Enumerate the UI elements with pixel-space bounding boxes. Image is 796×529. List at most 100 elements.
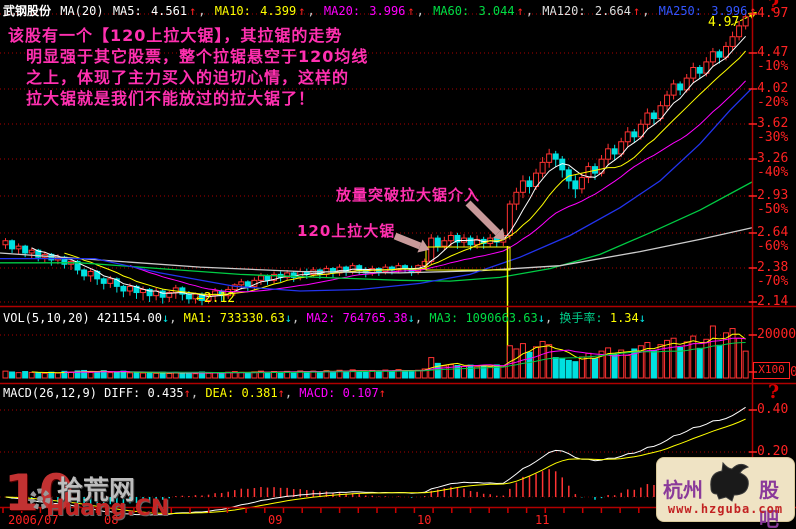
axis-label: 4.97 xyxy=(757,6,789,21)
up-arrow-icon: ↑ xyxy=(749,4,757,18)
axis-label: -30% xyxy=(757,130,789,145)
separator: , xyxy=(544,311,560,325)
ma-label: MA120: xyxy=(535,4,593,18)
axis-label: -60% xyxy=(757,239,789,254)
axis-label: 3.62 xyxy=(757,116,789,131)
down-arrow-icon: ↓ xyxy=(284,311,293,325)
vol-ma-value: 1090663.63 xyxy=(465,311,538,325)
axis-label: 20000 xyxy=(757,327,796,342)
up-arrow-icon: ↑ xyxy=(189,4,197,18)
macd-ma-label: DEA: xyxy=(205,386,242,400)
month-label: 09 xyxy=(268,513,283,527)
high-price-callout: 4.97 xyxy=(708,15,740,30)
ma-label: MA20: xyxy=(316,4,368,18)
vol-ma-value: 764765.38 xyxy=(342,311,408,325)
axis-label: 0.20 xyxy=(757,444,789,459)
month-label: 08 xyxy=(104,513,119,527)
axis-label: -50% xyxy=(757,202,789,217)
axis-label: 2.38 xyxy=(757,260,789,275)
watermark-site-name: 拾荒网 xyxy=(57,476,136,506)
ma-value: 3.996 xyxy=(711,4,748,18)
axis-label: -40% xyxy=(757,165,789,180)
separator: , xyxy=(525,4,534,18)
vol-current-value: 421154.00 xyxy=(96,311,162,325)
axis-label: 2.93 xyxy=(757,188,789,203)
up-arrow-icon: ↑ xyxy=(516,4,524,18)
month-label: 11 xyxy=(535,513,550,527)
bull-icon xyxy=(710,461,750,502)
axis-label: 4.47 xyxy=(757,45,789,60)
down-arrow-icon: ↓ xyxy=(537,311,545,325)
volume-unit-box: X100 xyxy=(753,362,790,379)
macd-ma-label: DIFF: xyxy=(104,386,148,400)
macd-indicator-label: MACD(26,12,9) xyxy=(3,386,105,400)
axis-label: 0 xyxy=(790,365,796,380)
ma-value: 3.044 xyxy=(478,4,515,18)
up-arrow-icon: ↑ xyxy=(183,386,191,400)
annotation-paragraph-line3: 之上，体现了主力买入的迫切心情，这样的 xyxy=(26,68,350,87)
indicator-name: MA(20) xyxy=(60,4,111,18)
up-arrow-icon: ↑ xyxy=(277,386,285,400)
month-label: 2006/07 xyxy=(8,513,59,527)
axis-label: -70% xyxy=(757,274,789,289)
month-label: 10 xyxy=(417,513,432,527)
hzguba-logo: 杭州 股吧 www.hzguba.com xyxy=(656,457,795,529)
annotation-breakout-entry: 放量突破拉大锯介入 xyxy=(336,186,481,204)
low-price-callout: ←2.12 xyxy=(196,291,236,306)
separator: , xyxy=(414,311,430,325)
ma-label: MA60: xyxy=(425,4,477,18)
macd-indicator-bar: MACD(26,12,9) DIFF: 0.435↑, DEA: 0.381↑,… xyxy=(3,386,386,400)
ma-label: MA10: xyxy=(207,4,259,18)
separator: , xyxy=(190,386,206,400)
macd-ma-value: 0.435 xyxy=(147,386,184,400)
stock-name: 武钢股份 xyxy=(3,4,59,18)
ma-value: 4.399 xyxy=(260,4,297,18)
vol-ma-value: 733330.63 xyxy=(219,311,285,325)
up-arrow-icon: ↑ xyxy=(298,4,306,18)
separator: , xyxy=(642,4,650,18)
annotation-box-label: 120上拉大锯 xyxy=(297,222,396,240)
vol-ma-label: MA3: xyxy=(429,311,466,325)
ma-value: 4.561 xyxy=(150,4,188,18)
help-icon[interactable]: ? xyxy=(768,0,780,16)
axis-label: 2.14 xyxy=(757,294,789,309)
volume-indicator-bar: VOL(5,10,20) 421154.00↓, MA1: 733330.63↓… xyxy=(3,309,646,326)
gear-icon xyxy=(29,488,51,510)
axis-label: -10% xyxy=(757,59,789,74)
up-arrow-icon: ↑ xyxy=(407,4,415,18)
logo-text-guba: 股吧 xyxy=(759,478,779,529)
vol-indicator-label: VOL(5,10,20) xyxy=(3,311,97,325)
help-icon[interactable]: ? xyxy=(768,381,780,403)
ma-value: 2.664 xyxy=(594,4,631,18)
watermark-domain: Huang.CN xyxy=(46,496,170,521)
axis-label: 2.64 xyxy=(757,225,789,240)
annotation-paragraph-line1: 该股有一个【120上拉大锯】，其拉锯的走势 xyxy=(8,26,343,45)
ma-label: MA250: xyxy=(651,4,710,18)
separator: , xyxy=(292,311,307,325)
turnover-label: 换手率: xyxy=(559,311,610,325)
separator: , xyxy=(284,386,300,400)
vol-ma-label: MA2: xyxy=(306,311,343,325)
logo-text-hangzhou: 杭州 xyxy=(663,478,703,502)
up-arrow-icon: ↑ xyxy=(632,4,641,18)
down-arrow-icon: ↓ xyxy=(407,311,415,325)
axis-label: -20% xyxy=(757,95,789,110)
macd-ma-value: 0.107 xyxy=(342,386,379,400)
separator: , xyxy=(307,4,315,18)
macd-ma-label: MACD: xyxy=(299,386,343,400)
annotation-paragraph-line2: 明显强于其它股票，整个拉锯悬空于120均线 xyxy=(26,47,369,66)
down-arrow-icon: ↓ xyxy=(161,311,170,325)
vol-ma-label: MA1: xyxy=(183,311,220,325)
header-indicator-bar: 武钢股份 MA(20) MA5: 4.561 ↑, MA10: 4.399 ↑, M… xyxy=(3,2,759,19)
logo-url: www.hzguba.com xyxy=(667,502,784,516)
axis-label: 0.40 xyxy=(757,402,789,417)
down-arrow-icon: ↓ xyxy=(638,311,646,325)
ma-value: 3.996 xyxy=(369,4,406,18)
turnover-value: 1.34 xyxy=(609,311,639,325)
macd-ma-value: 0.381 xyxy=(241,386,278,400)
annotation-paragraph-line4: 拉大锯就是我们不能放过的拉大锯了！ xyxy=(26,89,316,108)
up-arrow-icon: ↑ xyxy=(378,386,386,400)
ma-label: MA5: xyxy=(112,4,149,18)
